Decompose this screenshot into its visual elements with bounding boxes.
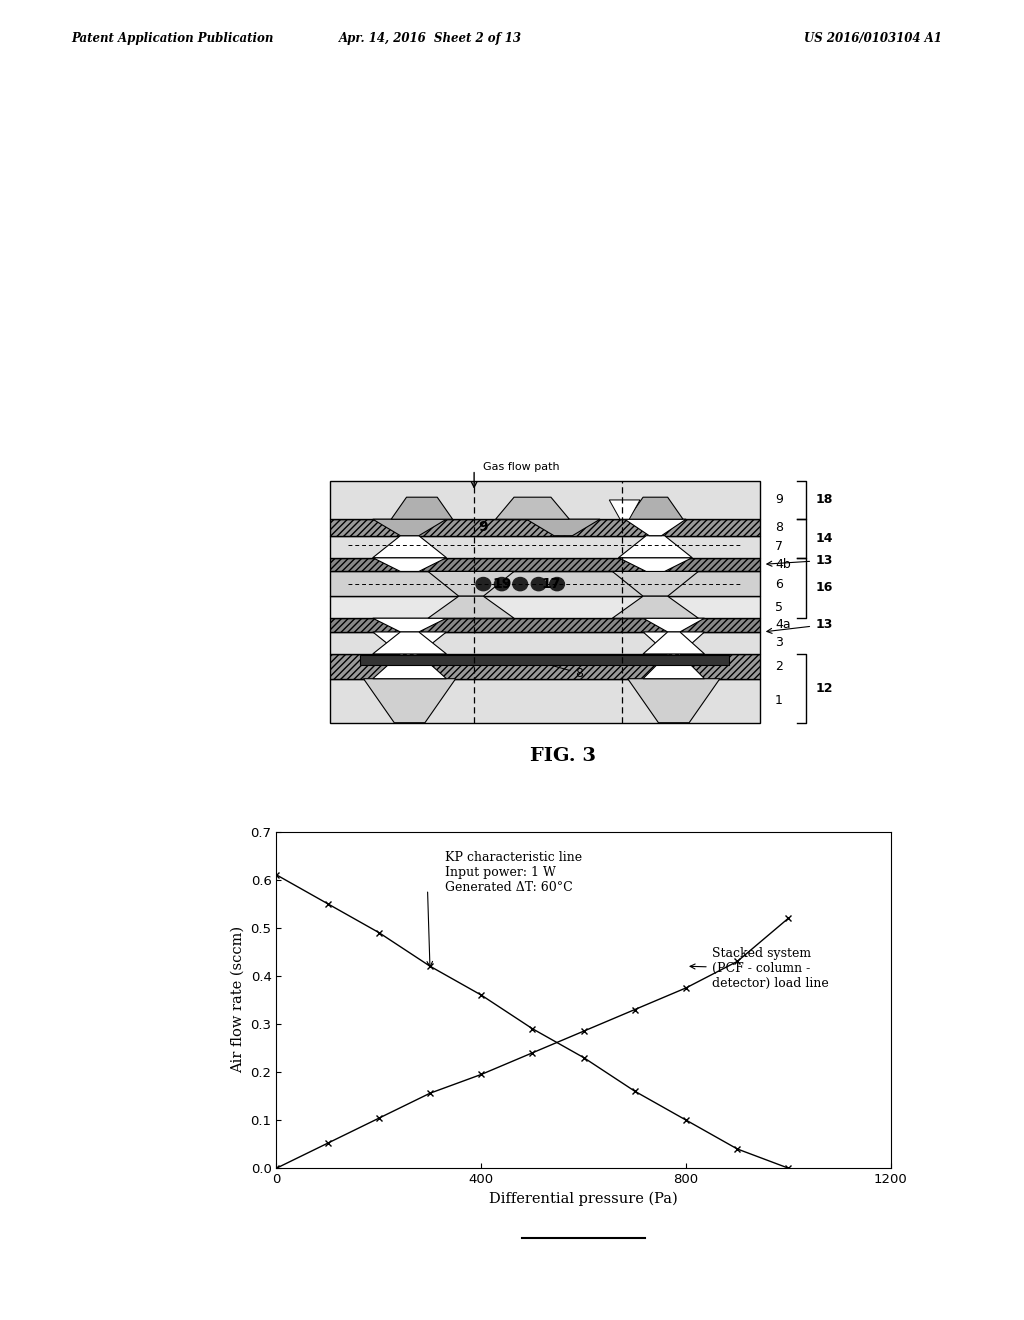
Text: 13: 13 (767, 554, 833, 568)
Polygon shape (373, 632, 446, 653)
Text: 19: 19 (493, 577, 511, 591)
Bar (330, 618, 760, 632)
Bar (330, 519, 760, 536)
Bar (330, 572, 760, 597)
Text: KP characteristic line
Input power: 1 W
Generated ΔT: 60°C: KP characteristic line Input power: 1 W … (445, 851, 583, 894)
Polygon shape (373, 519, 446, 536)
Text: FIG. 3: FIG. 3 (530, 747, 596, 764)
Circle shape (476, 578, 490, 591)
Polygon shape (628, 678, 720, 723)
Text: 13: 13 (767, 618, 833, 634)
Bar (330, 632, 760, 653)
Polygon shape (373, 557, 446, 572)
Polygon shape (364, 678, 456, 723)
Polygon shape (391, 498, 453, 519)
Polygon shape (373, 632, 446, 653)
Bar (360, 655, 729, 665)
Text: 6: 6 (775, 578, 783, 590)
Text: 4a: 4a (775, 618, 791, 631)
Text: 8: 8 (775, 521, 783, 535)
Polygon shape (643, 632, 705, 653)
Polygon shape (609, 500, 640, 519)
Bar (330, 536, 760, 557)
Text: 1: 1 (775, 694, 783, 708)
Polygon shape (612, 572, 698, 597)
Polygon shape (643, 653, 705, 678)
Text: Apr. 14, 2016  Sheet 2 of 13: Apr. 14, 2016 Sheet 2 of 13 (339, 32, 521, 45)
Text: 14: 14 (815, 532, 833, 545)
Text: US 2016/0103104 A1: US 2016/0103104 A1 (804, 32, 942, 45)
Circle shape (531, 578, 546, 591)
Text: 17: 17 (542, 577, 560, 591)
Bar (330, 653, 760, 678)
Text: 16: 16 (815, 581, 833, 594)
Polygon shape (643, 618, 705, 632)
Text: 4b: 4b (775, 558, 791, 570)
Bar (330, 597, 760, 618)
Polygon shape (628, 498, 683, 519)
Polygon shape (428, 597, 514, 618)
Polygon shape (373, 618, 446, 632)
Polygon shape (496, 498, 569, 519)
Polygon shape (618, 557, 692, 572)
Text: 18: 18 (815, 494, 833, 507)
X-axis label: Differential pressure (Pa): Differential pressure (Pa) (489, 1192, 678, 1206)
Text: Patent Application Publication: Patent Application Publication (72, 32, 274, 45)
Text: 2: 2 (775, 660, 783, 673)
Polygon shape (618, 536, 692, 557)
Bar (330, 557, 760, 572)
Text: 9: 9 (775, 494, 783, 507)
Y-axis label: Air flow rate (sccm): Air flow rate (sccm) (231, 927, 245, 1073)
Text: 3: 3 (775, 636, 783, 649)
Text: 12: 12 (815, 682, 833, 694)
Text: 9: 9 (478, 520, 488, 535)
Polygon shape (526, 519, 600, 536)
Bar (330, 480, 760, 519)
Polygon shape (643, 632, 705, 653)
Text: Gas flow path: Gas flow path (483, 462, 560, 473)
Text: 7: 7 (775, 540, 783, 553)
Circle shape (550, 578, 564, 591)
Polygon shape (625, 519, 686, 536)
Text: Stacked system
(PCF - column -
detector) load line: Stacked system (PCF - column - detector)… (690, 946, 828, 990)
Bar (330, 678, 760, 723)
Polygon shape (373, 653, 446, 678)
Text: 8: 8 (537, 660, 584, 680)
Polygon shape (612, 597, 698, 618)
Polygon shape (373, 536, 446, 557)
Circle shape (513, 578, 527, 591)
Polygon shape (428, 572, 514, 597)
Circle shape (495, 578, 509, 591)
Text: 5: 5 (775, 601, 783, 614)
